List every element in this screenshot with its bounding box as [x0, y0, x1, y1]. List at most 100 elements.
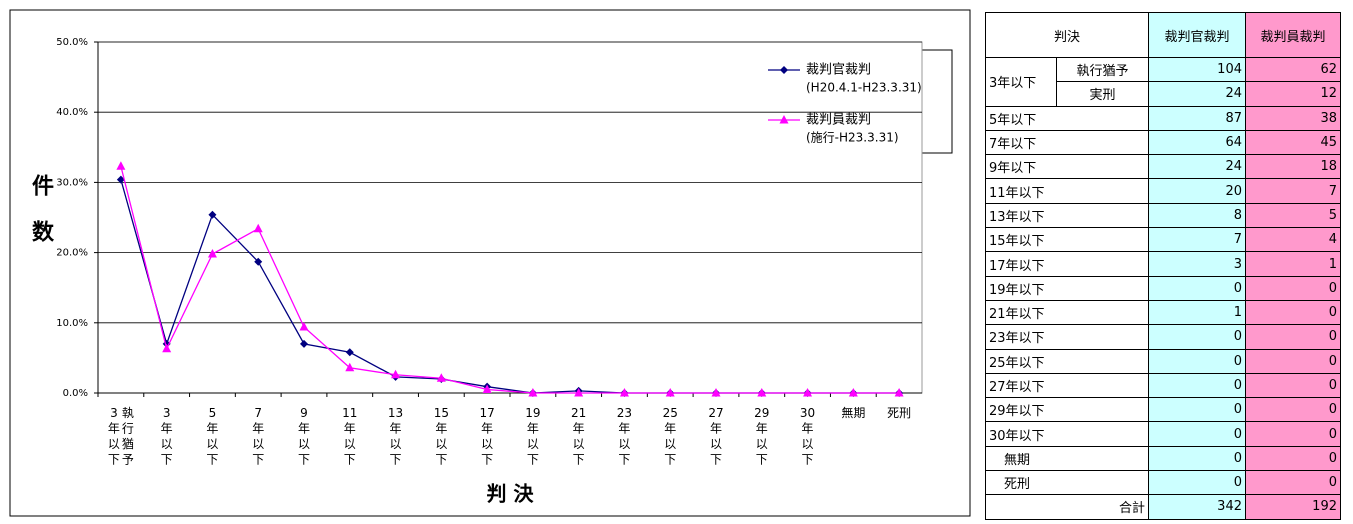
table-cell: 17年以下: [985, 251, 1149, 277]
table-row: 実刑 24 12: [986, 81, 1341, 107]
table-cell: 0: [1148, 324, 1246, 350]
y-tick-label: 10.0%: [56, 318, 88, 329]
y-tick-label: 20.0%: [56, 248, 88, 259]
line: [120, 166, 900, 394]
marker: [299, 322, 309, 331]
y-tick-label: 30.0%: [56, 177, 88, 188]
y-axis-label: 件数: [28, 174, 54, 266]
marker: [803, 388, 813, 397]
table-cell: 20: [1148, 178, 1246, 204]
table-cell: 19年以下: [985, 275, 1149, 301]
legend-period: (H20.4.1-H23.3.31): [806, 81, 922, 95]
table-cell: 7年以下: [985, 129, 1149, 156]
table: 判決 裁判官裁判 裁判員裁判 3年以下 執行猶予 104 62 実刑 24 12 5年以下 87 38 7…: [985, 12, 1341, 520]
table-row: 9年以下 24 18: [985, 154, 1341, 180]
y-tick-label: 50.0%: [56, 37, 88, 48]
x-tick-label: 30 年以下: [800, 406, 815, 467]
marker: [116, 175, 125, 184]
legend-label: 裁判員裁判: [806, 112, 871, 128]
table-cell: 合計: [985, 494, 1149, 520]
table-row: 13年以下 8 5: [985, 202, 1341, 229]
table-cell: 1: [1245, 251, 1341, 277]
x-tick-label: 13 年以下: [388, 406, 403, 467]
marker: [711, 388, 721, 397]
table-cell: 13年以下: [985, 202, 1149, 229]
table-cell: 11年以下: [985, 178, 1149, 204]
table-cell: 23年以下: [985, 324, 1149, 350]
table-cell: 4: [1245, 227, 1341, 253]
table-row: 29年以下 0 0: [985, 397, 1341, 423]
table-cell: 0: [1245, 372, 1341, 399]
table-row: 23年以下 0 0: [985, 324, 1341, 350]
x-tick-label: 11 年以下: [342, 406, 357, 467]
plot-area: [97, 41, 923, 394]
marker: [779, 115, 789, 124]
x-tick-label: 19 年以下: [525, 406, 540, 467]
table-cell: 0: [1245, 397, 1341, 423]
table-cell: 3年以下: [985, 57, 1057, 107]
table-cell: 15年以下: [985, 227, 1149, 253]
x-tick-label: 7 年以下: [252, 406, 264, 467]
table-cell: 裁判官裁判: [1148, 12, 1246, 58]
table-cell: 7: [1245, 178, 1341, 204]
x-tick-label: 17 年以下: [479, 406, 494, 467]
table-cell: 25年以下: [985, 348, 1149, 374]
x-tick-label: 死刑: [887, 406, 911, 420]
table-cell: 30年以下: [985, 421, 1149, 447]
marker: [757, 388, 767, 397]
table-cell: 9年以下: [985, 154, 1149, 180]
x-tick-label: 9 年以下: [298, 406, 310, 467]
x-tick-label: 25 年以下: [663, 406, 678, 467]
marker: [619, 388, 629, 397]
table-row: 19年以下 0 0: [985, 275, 1341, 301]
table-cell: 29年以下: [985, 397, 1149, 423]
table-cell: 12: [1245, 81, 1341, 107]
x-tick-label: 23 年以下: [617, 406, 632, 467]
table-cell: 62: [1245, 56, 1341, 83]
table-row: 7年以下 64 45: [985, 129, 1341, 156]
table-cell: 87: [1148, 105, 1246, 131]
table-cell: 0: [1148, 275, 1246, 301]
table-row: 25年以下 0 0: [985, 348, 1341, 374]
table-row: 合計 342 192: [985, 494, 1341, 520]
x-tick-label: 3 年以下執行猶予: [108, 406, 134, 467]
marker: [894, 388, 904, 397]
y-tick-label: 0.0%: [63, 388, 88, 399]
marker: [665, 388, 675, 397]
table-row: 27年以下 0 0: [985, 372, 1341, 399]
x-tick-label: 21 年以下: [571, 406, 586, 467]
table-row: 21年以下 1 0: [985, 299, 1341, 326]
table-row: 死刑 0 0: [985, 470, 1341, 496]
marker: [208, 210, 217, 219]
x-tick-label: 27 年以下: [708, 406, 723, 467]
table-cell: 27年以下: [985, 372, 1149, 399]
table-cell: 0: [1148, 470, 1246, 496]
table-cell: 0: [1148, 348, 1246, 374]
table-cell: 342: [1148, 494, 1246, 520]
marker: [300, 339, 308, 348]
marker: [345, 348, 354, 357]
x-axis-label: 判 決: [487, 482, 535, 506]
table-row: 17年以下 3 1: [985, 251, 1341, 277]
table-row: 30年以下 0 0: [985, 421, 1341, 447]
marker: [345, 362, 355, 372]
table-cell: 無期: [985, 445, 1149, 472]
chart: 件数 判 決 0.0% 10.0% 20.0% 30.0% 40.0% 50.0% 3 年以下…: [9, 9, 971, 517]
legend-period: (施行-H23.3.31): [806, 131, 899, 145]
table-row: 5年以下 87 38: [985, 105, 1341, 131]
marker: [207, 249, 217, 258]
table-cell: 0: [1245, 299, 1341, 326]
table-row: 無期 0 0: [985, 445, 1341, 472]
table-cell: 21年以下: [985, 299, 1149, 326]
x-tick-label: 3 年以下: [161, 406, 173, 467]
table-cell: 3: [1148, 251, 1246, 277]
table-cell: 0: [1245, 348, 1341, 374]
table-cell: 104: [1148, 56, 1246, 83]
table-cell: 24: [1148, 154, 1246, 180]
x-tick-label: 29 年以下: [754, 406, 769, 467]
table-cell: 0: [1245, 421, 1341, 447]
legend-label: 裁判官裁判: [806, 62, 871, 78]
table-cell: 0: [1245, 470, 1341, 496]
table-cell: 0: [1245, 324, 1341, 350]
